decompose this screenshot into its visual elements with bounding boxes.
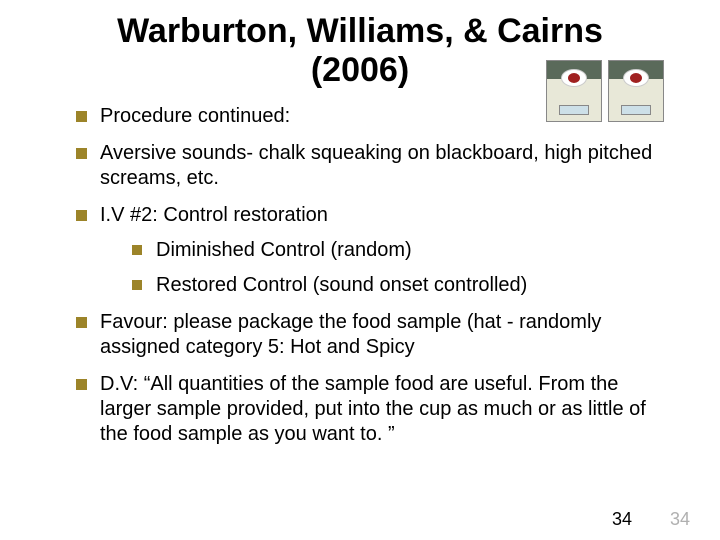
bullet-text: I.V #2: Control restoration: [100, 204, 328, 226]
dish-icon: [561, 69, 587, 87]
bullet-text: Procedure continued:: [100, 105, 290, 127]
sub-bullet-list: Diminished Control (random) Restored Con…: [132, 238, 664, 298]
bullet-item: Favour: please package the food sample (…: [76, 310, 664, 360]
sub-bullet-item: Diminished Control (random): [132, 238, 664, 263]
sub-bullet-text: Restored Control (sound onset controlled…: [156, 274, 527, 296]
page-numbers: 34 34: [612, 509, 690, 530]
page-number-primary: 34: [612, 509, 632, 530]
sub-bullet-text: Diminished Control (random): [156, 239, 412, 261]
bullet-list: Procedure continued: Aversive sounds- ch…: [76, 104, 664, 447]
bullet-item: Procedure continued:: [76, 104, 664, 129]
bullet-text: Favour: please package the food sample (…: [100, 311, 601, 358]
bullet-text: D.V: “All quantities of the sample food …: [100, 373, 646, 445]
bullet-item: D.V: “All quantities of the sample food …: [76, 372, 664, 447]
title-line-1: Warburton, Williams, & Cairns: [117, 12, 603, 50]
dish-icon: [623, 69, 649, 87]
bullet-item: Aversive sounds- chalk squeaking on blac…: [76, 141, 664, 191]
bullet-item: I.V #2: Control restoration Diminished C…: [76, 203, 664, 298]
title-line-2: (2006): [311, 51, 409, 89]
page-number-secondary: 34: [670, 509, 690, 530]
bullet-text: Aversive sounds- chalk squeaking on blac…: [100, 142, 652, 189]
sub-bullet-item: Restored Control (sound onset controlled…: [132, 273, 664, 298]
